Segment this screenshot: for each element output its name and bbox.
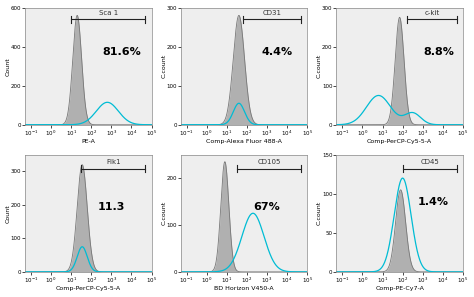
Y-axis label: Count: Count xyxy=(6,204,10,223)
Text: c-kit: c-kit xyxy=(424,10,439,16)
Text: 1.4%: 1.4% xyxy=(417,197,448,206)
X-axis label: PE-A: PE-A xyxy=(82,139,95,144)
Text: 67%: 67% xyxy=(254,203,281,212)
Text: CD31: CD31 xyxy=(263,10,282,16)
X-axis label: Comp-PE-Cy7-A: Comp-PE-Cy7-A xyxy=(375,286,424,291)
X-axis label: Comp-PerCP-Cy5-5-A: Comp-PerCP-Cy5-5-A xyxy=(367,139,432,144)
X-axis label: Comp-PerCP-Cy5-5-A: Comp-PerCP-Cy5-5-A xyxy=(55,286,121,291)
Text: 8.8%: 8.8% xyxy=(423,47,454,57)
Text: CD105: CD105 xyxy=(257,159,281,165)
Y-axis label: C.count: C.count xyxy=(161,54,166,78)
X-axis label: Comp-Alexa Fluor 488-A: Comp-Alexa Fluor 488-A xyxy=(206,139,282,144)
Y-axis label: C.count: C.count xyxy=(317,54,322,78)
Y-axis label: Count: Count xyxy=(6,57,10,75)
Y-axis label: C.count: C.count xyxy=(161,201,166,225)
Text: 4.4%: 4.4% xyxy=(262,47,292,57)
Text: Flk1: Flk1 xyxy=(106,159,121,165)
Text: 81.6%: 81.6% xyxy=(102,47,141,57)
Text: CD45: CD45 xyxy=(420,159,439,165)
Text: Sca 1: Sca 1 xyxy=(99,10,118,16)
X-axis label: BD Horizon V450-A: BD Horizon V450-A xyxy=(214,286,273,291)
Text: 11.3: 11.3 xyxy=(98,203,125,212)
Y-axis label: C.count: C.count xyxy=(317,201,322,225)
